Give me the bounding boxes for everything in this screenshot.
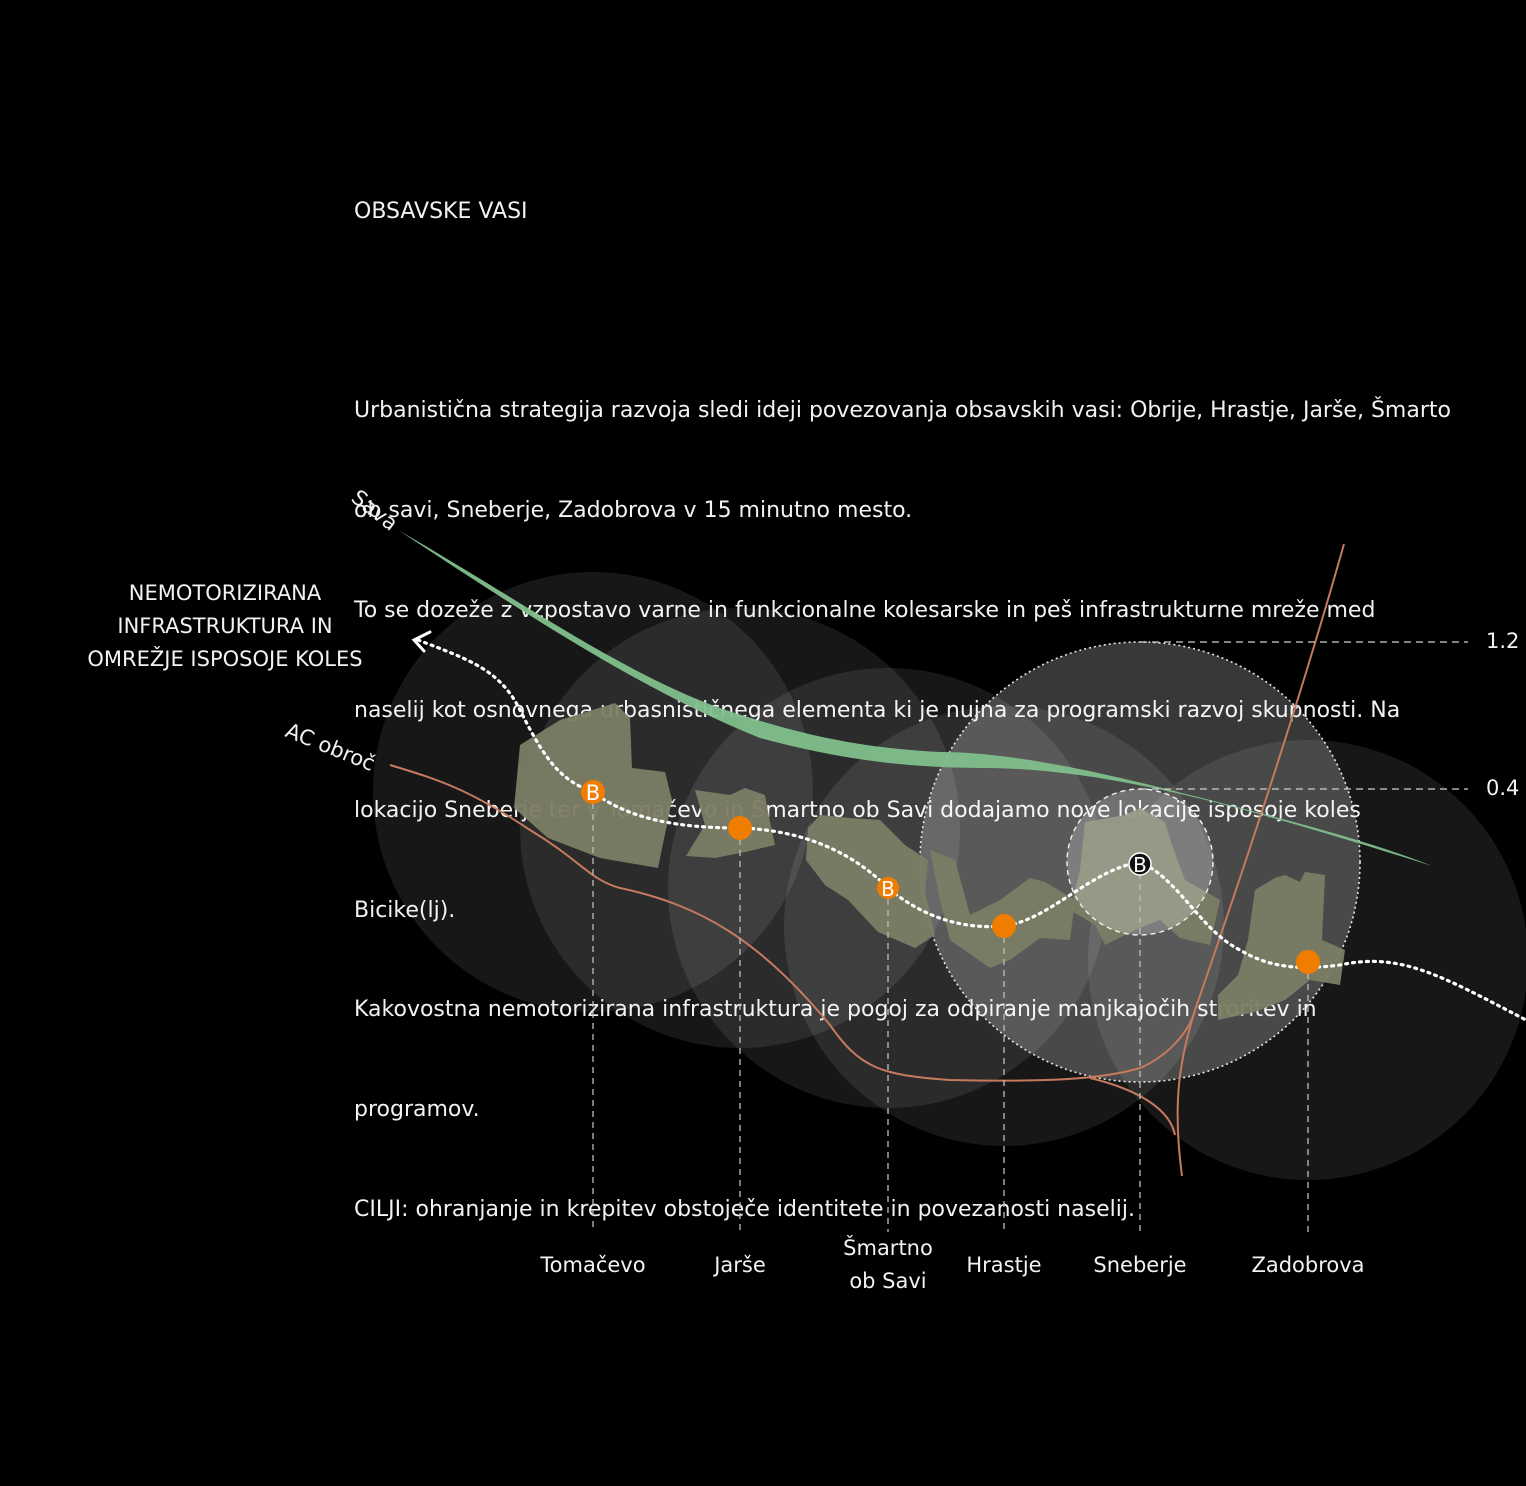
settlement-sneberje [1070,808,1220,945]
bike-station-letter: B [586,781,600,805]
ring-road-main [389,764,1196,1082]
ring-road-ramp [1089,1077,1176,1136]
village-label-tomacevo: Tomačevo [539,1253,645,1277]
infra-label-line: NEMOTORIZIRANA [129,581,322,605]
ring-road-branch [1176,543,1345,1177]
settlement-smartno [806,815,935,948]
paragraph-line: programov. [354,1097,480,1123]
infra-label-line: INFRASTRUKTURA IN [117,614,332,638]
village-label-jarse: Jarše [712,1253,766,1277]
paragraph-line: Urbanistična strategija razvoja sledi id… [354,398,1451,424]
paragraph-line: To se dozeže z vzpostavo varne in funkci… [354,597,1376,623]
village-label-smartno-line2: ob Savi [849,1269,926,1293]
river-sava [398,530,1432,866]
village-label-sneberje: Sneberje [1093,1253,1186,1277]
radius-label-large: 1.2 k [1486,629,1526,653]
bike-station-marker [581,780,605,804]
bike-station-letter: B [881,877,895,901]
ring-road-label: AC obroč [282,718,378,776]
paragraph-line: Kakovostna nemotorizirana infrastruktura… [354,997,1317,1023]
paragraph-line: CILJI: ohranjanje in krepitev obstoječe … [354,1197,1135,1223]
station-tomacevo: B [581,780,605,805]
radius-label-small: 0.4 [1486,776,1519,800]
village-label-zadobrova: Zadobrova [1251,1253,1364,1277]
bike-route-arrowhead [411,630,432,653]
stop-zadobrova [1296,950,1320,974]
paragraph-line: ob savi, Sneberje, Zadobrova v 15 minutn… [354,497,913,523]
radius-markers [1140,641,1468,790]
village-label-hrastje: Hrastje [966,1253,1041,1277]
infra-label: NEMOTORIZIRANA INFRASTRUKTURA IN OMREŽJE… [87,581,362,671]
village-leaders [592,792,1309,1232]
bike-station-marker [877,877,899,899]
river-label: Sava [347,485,402,536]
stop-jarse [728,816,752,840]
settlement-hrastje [930,850,1075,968]
paragraph-line: Bicike(lj). [354,897,456,923]
village-label-smartno: Šmartno [843,1235,933,1260]
ring-road [389,543,1345,1177]
village-labels: Tomačevo Jarše Šmartno ob Savi Hrastje S… [539,1235,1364,1293]
bike-station-marker-highlight [1128,852,1152,876]
settlement-zadobrova [1218,872,1345,1020]
bike-station-letter: B [1133,853,1147,877]
page-title: OBSAVSKE VASI [354,198,528,224]
station-smartno: B [877,877,899,901]
station-sneberje: B [1128,852,1152,877]
stop-hrastje [992,914,1016,938]
infra-label-line: OMREŽJE ISPOSOJE KOLES [87,646,362,671]
